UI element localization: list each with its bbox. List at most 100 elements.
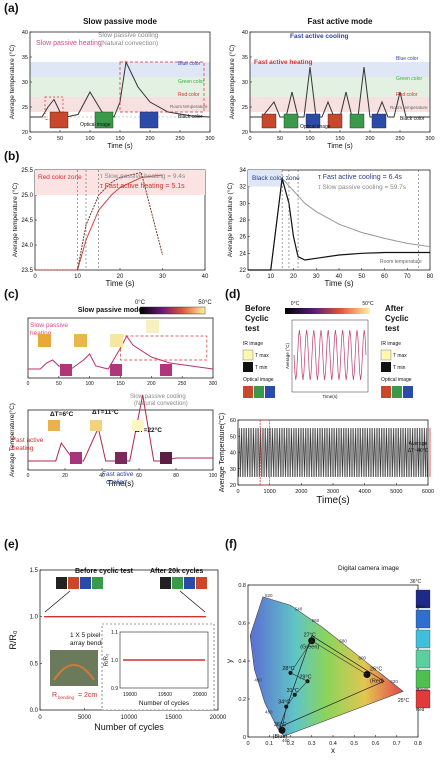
- b_right-xtick-label: 30: [313, 274, 320, 280]
- d-after-label-3: test: [385, 324, 400, 333]
- e-before-swatch: [68, 577, 79, 589]
- f-wavelength-label: 460: [282, 738, 290, 743]
- a_right-ytick-label: 20: [242, 130, 248, 136]
- b-left-slow-tau-label: τ Slow passive heating = 9.4s: [100, 173, 186, 180]
- c_top-xtick-label: 300: [209, 381, 218, 387]
- b_right-ytick-label: 26: [239, 235, 246, 241]
- a_left-ytick-label: 30: [22, 80, 28, 86]
- c_top-xtick-label: 200: [147, 381, 156, 387]
- b_right-ytick-label: 32: [239, 185, 246, 191]
- d-xtick-label: 0: [236, 489, 239, 495]
- e-arrow-before: [44, 590, 71, 613]
- a-left-optical-image-swatch: [49, 111, 69, 129]
- a_right-x-axis-label: Time (s): [327, 143, 352, 150]
- b_right-x-axis-label: Time (s): [324, 279, 353, 288]
- e-ytick-label: 1.0: [30, 615, 39, 621]
- a_right-ytick-label: 35: [242, 55, 248, 61]
- a-left-optical-image-swatch: [94, 111, 114, 129]
- c-bottom-ir-swatch: [132, 420, 144, 431]
- e-before-swatch: [92, 577, 103, 589]
- e-before-swatch: [80, 577, 91, 589]
- b_right-y-axis-label: Average temperature (°C): [226, 183, 234, 257]
- a-right-optical-image-swatch: [283, 113, 299, 129]
- a-left-zone-label-green: Green color: [178, 79, 204, 85]
- c-bottom-ir-swatch-low: [115, 452, 127, 464]
- a-right-zone-label-red: Red color: [396, 92, 418, 98]
- b_right-xtick-label: 40: [336, 274, 343, 280]
- d-after-label: After: [385, 304, 404, 313]
- a_right-xtick-label: 50: [277, 136, 283, 142]
- b-right-room-temp-label: Room temperature: [380, 259, 422, 265]
- a-left-zone-label-black: Black color: [178, 114, 203, 120]
- f-point-label: 26°C: [370, 667, 382, 673]
- c_bottom-plot-frame: [27, 409, 214, 471]
- f-ytick-label: 0.8: [238, 583, 246, 589]
- c-top-cooling-annotation-2: (Natural convection): [134, 401, 188, 407]
- c_top-xtick-label: 100: [85, 381, 94, 387]
- b_right-xtick-label: 70: [404, 274, 411, 280]
- f-ytick-label: 0.2: [238, 697, 246, 703]
- a-left-zone-label-red: Red color: [178, 92, 200, 98]
- f-wavelength-label: 580: [339, 638, 347, 643]
- d-optical-swatch: [254, 386, 264, 398]
- c_top-xtick-label: 150: [116, 381, 125, 387]
- a_right-xtick-label: 100: [305, 136, 314, 142]
- c_top-xtick-label: 50: [56, 381, 62, 387]
- f-point-label: 34°C: [278, 700, 290, 706]
- d-xtick-label: 6000: [422, 489, 434, 495]
- e-arrow-after: [179, 590, 206, 613]
- d-optical-swatch: [403, 386, 413, 398]
- a_right-ytick-label: 25: [242, 105, 248, 111]
- a_left-y-axis-label: Average temperature (°C): [8, 45, 16, 119]
- c-bottom-ir-swatch: [48, 420, 60, 431]
- f-wavelength-label: 520: [265, 593, 273, 598]
- f-xtick-label: 0.3: [308, 741, 316, 747]
- c-top-heating-annotation-2: heating: [30, 330, 52, 337]
- panel-label-d: (d): [225, 287, 240, 301]
- e-before-swatch: [56, 577, 67, 589]
- e-inset-ylabel: R/R₀: [104, 653, 110, 666]
- a-right-optical-image-swatch: [261, 113, 277, 129]
- d-before-label-3: test: [245, 324, 260, 333]
- f-wavelength-label: 540: [295, 606, 303, 611]
- f-point-label: 36°C: [274, 722, 286, 728]
- a-left-room-temp-label: Room temperature: [170, 104, 208, 109]
- a_left-xtick-label: 50: [57, 136, 63, 142]
- c-top-ir-swatch-low: [60, 364, 72, 376]
- a-left-cooling-annotation: Slow passive cooling: [98, 32, 159, 39]
- b-left-red-zone-band: [35, 170, 205, 195]
- f-cie-gamut: [249, 596, 404, 737]
- f-wavelength-label: 560: [312, 618, 320, 623]
- c_bottom-xtick-label: 0: [27, 473, 30, 479]
- e-ytick-label: 0.0: [30, 708, 39, 714]
- b_left-xtick-label: 30: [159, 274, 166, 280]
- c_bottom-x-axis-label: Time(s): [107, 479, 134, 488]
- b-right-fast-tau-label: τ Fast active cooling = 6.4s: [318, 174, 402, 181]
- d-xtick-label: 2000: [295, 489, 307, 495]
- d-tmax-swatch: [242, 349, 254, 361]
- b_left-ytick-label: 23.5: [21, 268, 33, 274]
- a_left-xtick-label: 150: [115, 136, 124, 142]
- d-after-label-2: Cyclic: [385, 314, 409, 323]
- c-top-ir-swatch-low: [160, 364, 172, 376]
- e-inset-frame: [119, 631, 209, 689]
- c-top-colorbar-min: 0°C: [135, 300, 146, 306]
- a-right-zone-label-green: Green color: [396, 76, 422, 82]
- a-right-heating-annotation: Fast active heating: [254, 59, 313, 66]
- a_left-ytick-label: 25: [22, 105, 28, 111]
- e-inset-ytick: 1.0: [111, 658, 118, 664]
- d-tmax-label: T max: [255, 353, 269, 359]
- a-left-cooling-box: [119, 61, 205, 113]
- f-point-sublabel: (Blue): [273, 734, 288, 740]
- a-left-title: Slow passive mode: [83, 17, 157, 26]
- c-bottom-delta-11: ΔT=11°C: [92, 408, 119, 416]
- d-xtick-label: 4000: [359, 489, 371, 495]
- b-right-black-zone-label: Black color zone: [252, 175, 300, 182]
- c-bottom-heating-annotation: Fast active: [12, 437, 44, 444]
- a_left-xtick-label: 200: [145, 136, 154, 142]
- a-left-optical-image-label: Optical image: [80, 122, 111, 128]
- c-bottom-ir-swatch: [90, 420, 102, 431]
- f-wavelength-label: 620: [390, 679, 398, 684]
- b_left-ytick-label: 24.0: [21, 243, 33, 249]
- d-inset-ylabel: Average (°C): [285, 343, 290, 369]
